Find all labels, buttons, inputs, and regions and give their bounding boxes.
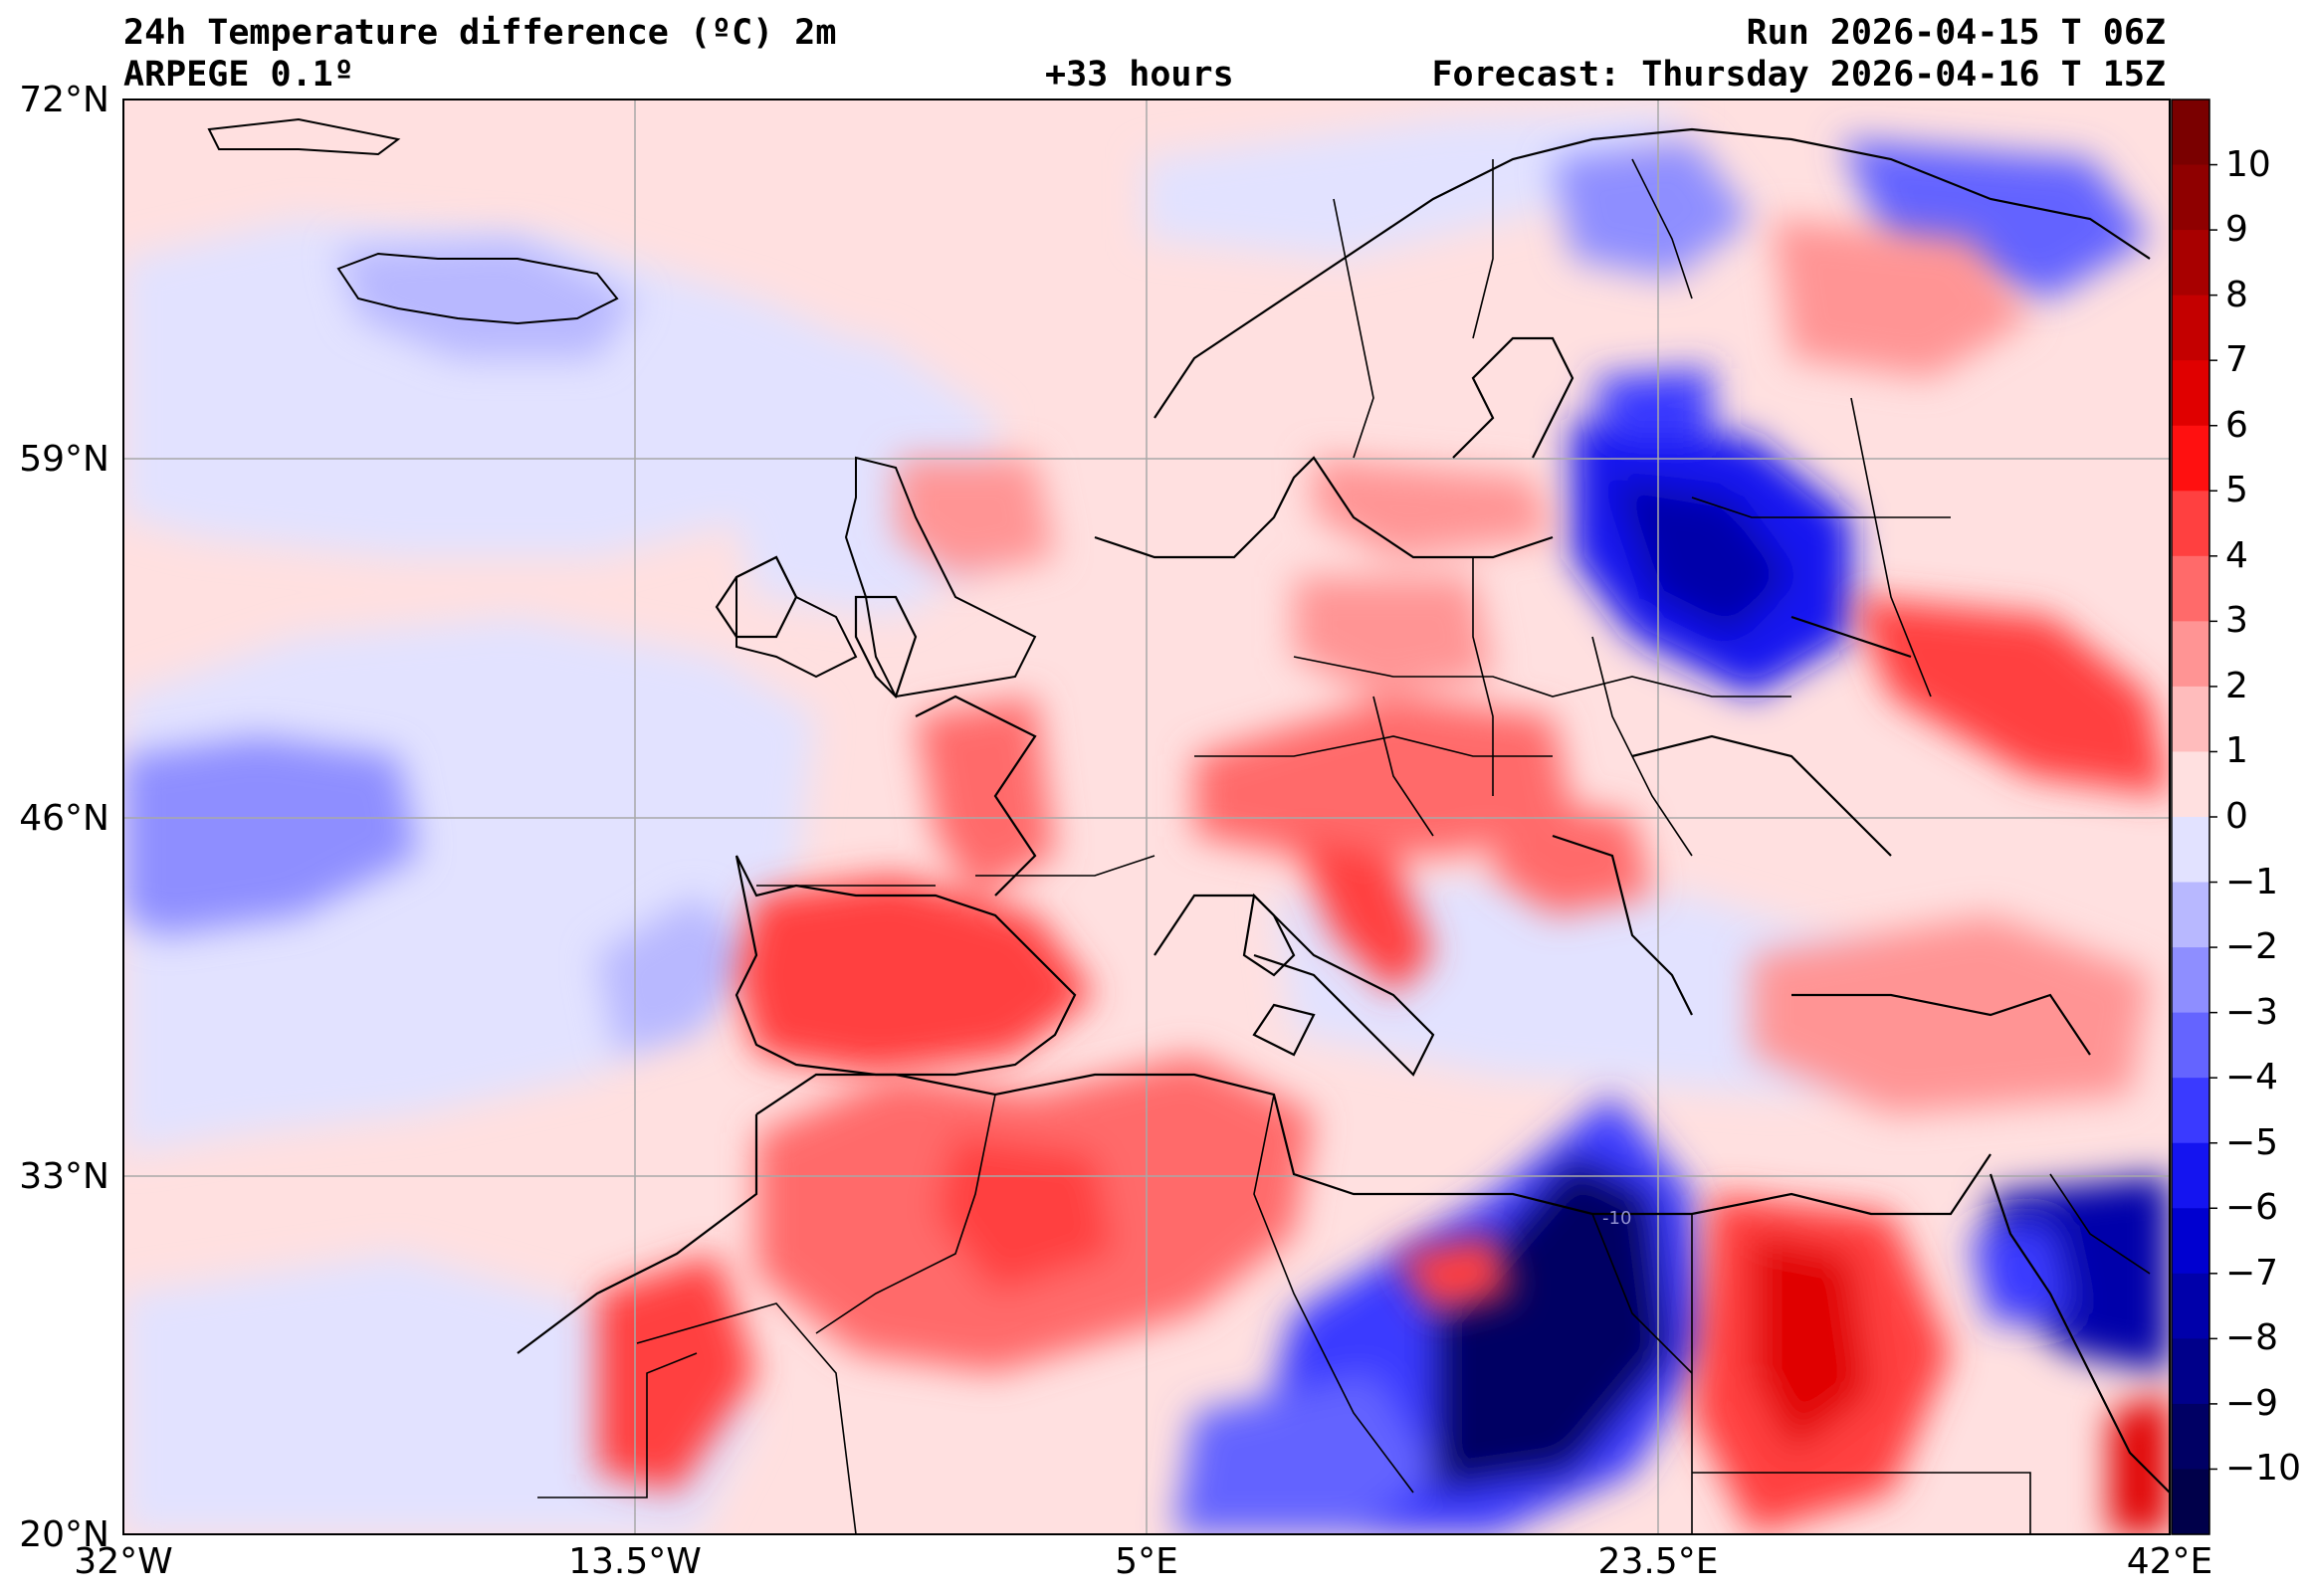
colorbar-swatch [2172,947,2209,1014]
colorbar-tick-label: −4 [2225,1057,2279,1098]
colorbar-tick-label: −9 [2225,1382,2279,1424]
lon-label-5e: 5°E [1115,1541,1178,1582]
map-title: 24h Temperature difference (ºC) 2m [123,13,837,53]
colorbar-tick-label: 7 [2225,339,2248,381]
colorbar-tick-label: 0 [2225,796,2248,837]
colorbar-swatch [2172,1208,2209,1275]
colorbar-tick-label: 9 [2225,209,2248,251]
map-frame [122,99,2171,1535]
colorbar-tick-label: 2 [2225,665,2248,706]
colorbar-tick-label: 6 [2225,404,2248,446]
colorbar-swatch [2172,686,2209,753]
colorbar-swatch [2172,1403,2209,1471]
colorbar-tick-label: 1 [2225,730,2248,772]
colorbar-swatch [2172,621,2209,688]
colorbar-tick-label: 4 [2225,534,2248,576]
colorbar-frame [2171,99,2210,1535]
run-time: Run 2026-04-15 T 06Z [1746,13,2166,53]
island-outlines [207,117,1037,698]
forecast-time: Forecast: Thursday 2026-04-16 T 15Z [1431,55,2166,95]
lon-label-42e: 42°E [2126,1541,2213,1582]
colorbar-tick-label: −7 [2225,1252,2279,1294]
colorbar-swatch [2172,491,2209,557]
colorbar-tick-label: −5 [2225,1121,2279,1163]
coastlines [517,127,2170,1494]
colorbar-tick-label: 8 [2225,274,2248,315]
colorbar-tick-label: −3 [2225,991,2279,1033]
colorbar-swatch [2172,555,2209,622]
colorbar-swatch [2172,164,2209,231]
colorbar-swatch [2172,425,2209,492]
lon-label-23-5e: 23.5°E [1597,1541,1719,1582]
lat-label-59n: 59°N [19,439,109,480]
colorbar-tick-label: 3 [2225,600,2248,642]
colorbar-tick-label: 10 [2225,143,2271,185]
field-baltic-cold [1573,368,1851,697]
colorbar-swatch [2172,1273,2209,1339]
contour-label: -10 [1602,1208,1631,1229]
lead-time: +33 hours [1045,55,1234,95]
model-name: ARPEGE 0.1º [123,55,354,95]
colorbar-tick-label: −2 [2225,926,2279,968]
colorbar-tick-label: −8 [2225,1317,2279,1359]
colorbar [2172,100,2217,1535]
colorbar-swatch [2172,1142,2209,1209]
field-saharan-cold [1174,1095,2170,1534]
colorbar-swatch [2172,1338,2209,1405]
gridlines [123,100,2170,1534]
colorbar-swatch [2172,360,2209,427]
country-borders [537,158,2151,1534]
colorbar-swatch [2172,1012,2209,1079]
colorbar-tick-label: −10 [2225,1448,2301,1490]
lat-label-46n: 46°N [19,798,109,839]
colorbar-swatch [2172,751,2209,818]
map-field: -10 [123,100,2170,1534]
colorbar-tick-label: −6 [2225,1187,2279,1229]
colorbar-tick-label: 5 [2225,470,2248,511]
field-warm-areas [736,219,2170,1114]
lat-label-33n: 33°N [19,1156,109,1197]
colorbar-swatch [2172,1469,2209,1535]
colorbar-tick-label: −1 [2225,861,2279,902]
colorbar-swatch [2172,295,2209,361]
colorbar-swatch [2172,882,2209,948]
colorbar-swatch [2172,100,2209,166]
colorbar-swatch [2172,230,2209,297]
field-north-africa-warm [597,1055,2170,1534]
lon-label-32w: 32°W [74,1541,173,1582]
lon-label-13-5w: 13.5°W [568,1541,702,1582]
colorbar-swatch [2172,817,2209,884]
lat-label-20n: 20°N [19,1514,109,1555]
colorbar-swatch [2172,1078,2209,1144]
lat-label-72n: 72°N [19,80,109,120]
